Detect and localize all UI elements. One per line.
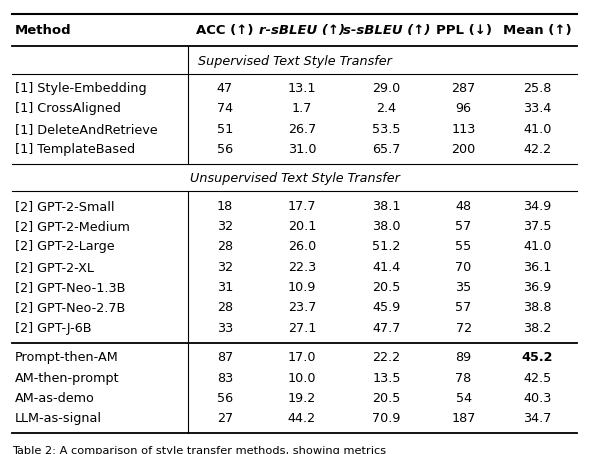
Text: 47.7: 47.7 (373, 322, 400, 335)
Text: 33.4: 33.4 (524, 102, 551, 115)
Text: 25.8: 25.8 (524, 82, 551, 95)
Text: 27.1: 27.1 (288, 322, 316, 335)
Text: 47: 47 (217, 82, 233, 95)
Text: 20.5: 20.5 (373, 392, 400, 405)
Text: 31: 31 (217, 281, 233, 294)
Text: 33: 33 (217, 322, 233, 335)
Text: 78: 78 (455, 371, 472, 385)
Text: [1] DeleteAndRetrieve: [1] DeleteAndRetrieve (15, 123, 158, 136)
Text: r-sBLEU (↑): r-sBLEU (↑) (259, 25, 345, 38)
Text: 83: 83 (217, 371, 233, 385)
Text: [2] GPT-2-Medium: [2] GPT-2-Medium (15, 220, 130, 233)
Text: 41.0: 41.0 (524, 240, 551, 253)
Text: 54: 54 (455, 392, 472, 405)
Text: 20.1: 20.1 (288, 220, 316, 233)
Text: 36.9: 36.9 (524, 281, 551, 294)
Text: 1.7: 1.7 (292, 102, 312, 115)
Text: 45.2: 45.2 (522, 351, 553, 364)
Text: 17.0: 17.0 (288, 351, 316, 364)
Text: PPL (↓): PPL (↓) (435, 25, 492, 38)
Text: [1] TemplateBased: [1] TemplateBased (15, 143, 135, 156)
Text: Prompt-then-AM: Prompt-then-AM (15, 351, 119, 364)
Text: 22.2: 22.2 (373, 351, 400, 364)
Text: Supervised Text Style Transfer: Supervised Text Style Transfer (198, 54, 391, 68)
Text: 19.2: 19.2 (288, 392, 316, 405)
Text: 31.0: 31.0 (288, 143, 316, 156)
Text: 22.3: 22.3 (288, 261, 316, 274)
Text: Unsupervised Text Style Transfer: Unsupervised Text Style Transfer (190, 173, 399, 185)
Text: 113: 113 (451, 123, 476, 136)
Text: [1] Style-Embedding: [1] Style-Embedding (15, 82, 147, 95)
Text: 48: 48 (455, 200, 472, 212)
Text: 38.0: 38.0 (372, 220, 401, 233)
Text: 51: 51 (217, 123, 233, 136)
Text: 38.1: 38.1 (372, 200, 401, 212)
Text: 70: 70 (455, 261, 472, 274)
Text: 89: 89 (455, 351, 472, 364)
Text: [2] GPT-2-Small: [2] GPT-2-Small (15, 200, 115, 212)
Text: 41.0: 41.0 (524, 123, 551, 136)
Text: Mean (↑): Mean (↑) (503, 25, 572, 38)
Text: AM-then-prompt: AM-then-prompt (15, 371, 120, 385)
Text: 23.7: 23.7 (288, 301, 316, 315)
Text: 34.9: 34.9 (524, 200, 551, 212)
Text: 26.0: 26.0 (288, 240, 316, 253)
Text: 32: 32 (217, 220, 233, 233)
Text: 34.7: 34.7 (524, 412, 551, 425)
Text: 10.0: 10.0 (288, 371, 316, 385)
Text: 35: 35 (455, 281, 472, 294)
Text: 87: 87 (217, 351, 233, 364)
Text: 55: 55 (455, 240, 472, 253)
Text: 72: 72 (455, 322, 472, 335)
Text: 28: 28 (217, 301, 233, 315)
Text: 13.1: 13.1 (288, 82, 316, 95)
Text: [2] GPT-Neo-2.7B: [2] GPT-Neo-2.7B (15, 301, 126, 315)
Text: 10.9: 10.9 (288, 281, 316, 294)
Text: 53.5: 53.5 (372, 123, 401, 136)
Text: 45.9: 45.9 (373, 301, 400, 315)
Text: 65.7: 65.7 (373, 143, 400, 156)
Text: 26.7: 26.7 (288, 123, 316, 136)
Text: 70.9: 70.9 (373, 412, 400, 425)
Text: 18: 18 (217, 200, 233, 212)
Text: 38.2: 38.2 (524, 322, 551, 335)
Text: [1] CrossAligned: [1] CrossAligned (15, 102, 121, 115)
Text: 287: 287 (451, 82, 476, 95)
Text: 42.5: 42.5 (524, 371, 551, 385)
Text: 28: 28 (217, 240, 233, 253)
Text: 42.2: 42.2 (524, 143, 551, 156)
Text: 56: 56 (217, 392, 233, 405)
Text: [2] GPT-Neo-1.3B: [2] GPT-Neo-1.3B (15, 281, 126, 294)
Text: 27: 27 (217, 412, 233, 425)
Text: [2] GPT-2-XL: [2] GPT-2-XL (15, 261, 94, 274)
Text: 32: 32 (217, 261, 233, 274)
Text: 44.2: 44.2 (288, 412, 316, 425)
Text: 74: 74 (217, 102, 233, 115)
Text: 2.4: 2.4 (376, 102, 397, 115)
Text: 36.1: 36.1 (524, 261, 551, 274)
Text: Table 2: A comparison of style transfer methods, showing metrics: Table 2: A comparison of style transfer … (12, 446, 386, 454)
Text: [2] GPT-2-Large: [2] GPT-2-Large (15, 240, 115, 253)
Text: 51.2: 51.2 (373, 240, 400, 253)
Text: [2] GPT-J-6B: [2] GPT-J-6B (15, 322, 92, 335)
Text: 17.7: 17.7 (288, 200, 316, 212)
Text: 96: 96 (455, 102, 472, 115)
Text: 187: 187 (451, 412, 476, 425)
Text: 57: 57 (455, 220, 472, 233)
Text: 38.8: 38.8 (523, 301, 552, 315)
Text: AM-as-demo: AM-as-demo (15, 392, 95, 405)
Text: 40.3: 40.3 (524, 392, 551, 405)
Text: 200: 200 (451, 143, 476, 156)
Text: 29.0: 29.0 (373, 82, 400, 95)
Text: 13.5: 13.5 (372, 371, 401, 385)
Text: 37.5: 37.5 (523, 220, 552, 233)
Text: s-sBLEU (↑): s-sBLEU (↑) (343, 25, 430, 38)
Text: LLM-as-signal: LLM-as-signal (15, 412, 102, 425)
Text: Method: Method (15, 25, 72, 38)
Text: 20.5: 20.5 (373, 281, 400, 294)
Text: ACC (↑): ACC (↑) (196, 25, 254, 38)
Text: 56: 56 (217, 143, 233, 156)
Text: 57: 57 (455, 301, 472, 315)
Text: 41.4: 41.4 (373, 261, 400, 274)
